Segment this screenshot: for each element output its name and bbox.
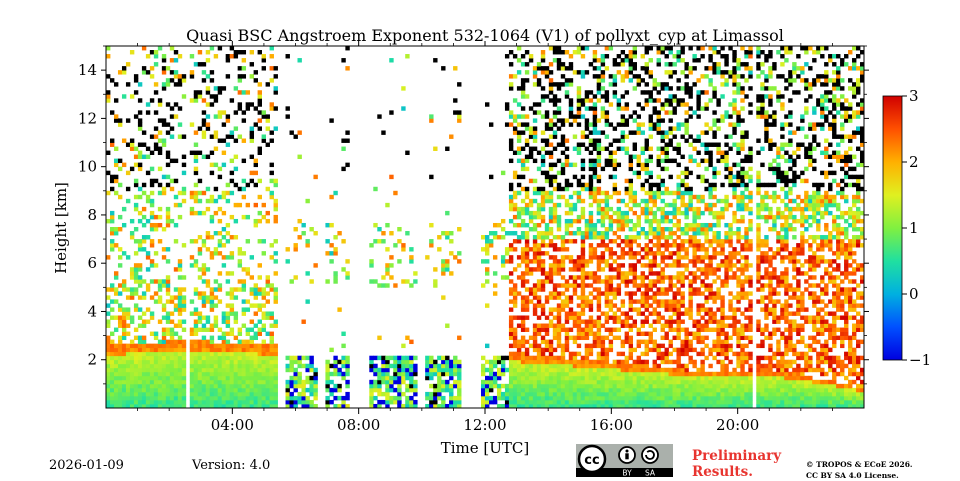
y-axis-label: Height [km] (52, 182, 70, 274)
cc-text: cc (584, 453, 599, 468)
y-tick-label: 12 (78, 109, 97, 127)
preliminary-results-note: Preliminary Results. (692, 448, 781, 480)
preliminary-line-1: Preliminary (692, 448, 781, 464)
y-tick-label: 14 (78, 61, 97, 79)
colorbar-tick-label: 2 (909, 153, 919, 171)
colorbar-ticks: 3 2 1 0 −1 (902, 87, 931, 369)
share-alike-icon (642, 447, 658, 463)
colorbar-tick-label: 3 (909, 87, 919, 105)
preliminary-line-2: Results. (692, 464, 781, 480)
cc-by-text: BY (622, 469, 632, 478)
colorbar-tick-label: −1 (909, 351, 931, 369)
footer-date: 2026-01-09 (49, 458, 124, 473)
colorbar-tick-label: 0 (909, 285, 919, 303)
copyright-line-2: CC BY SA 4.0 License. (806, 470, 913, 481)
cc-sa-text: SA (645, 469, 656, 478)
x-tick-label: 20:00 (716, 416, 759, 434)
x-tick-label: 12:00 (463, 416, 506, 434)
colorbar (883, 96, 902, 360)
y-tick-label: 2 (87, 351, 97, 369)
x-tick-label: 04:00 (211, 416, 254, 434)
copyright-note: © TROPOS & ECoE 2026. CC BY SA 4.0 Licen… (806, 459, 913, 481)
y-tick-label: 4 (87, 302, 97, 320)
copyright-line-1: © TROPOS & ECoE 2026. (806, 459, 913, 470)
heatmap-layer (106, 46, 864, 408)
footer-version: Version: 4.0 (192, 458, 270, 473)
y-tick-label: 8 (87, 206, 97, 224)
x-axis-label: Time [UTC] (441, 439, 530, 457)
x-tick-label: 08:00 (337, 416, 380, 434)
colorbar-tick-label: 1 (909, 219, 919, 237)
y-tick-label: 10 (78, 158, 97, 176)
cc-license-badge[interactable]: cc BY SA (576, 444, 673, 477)
y-tick-label: 6 (87, 254, 97, 272)
x-tick-label: 16:00 (590, 416, 633, 434)
